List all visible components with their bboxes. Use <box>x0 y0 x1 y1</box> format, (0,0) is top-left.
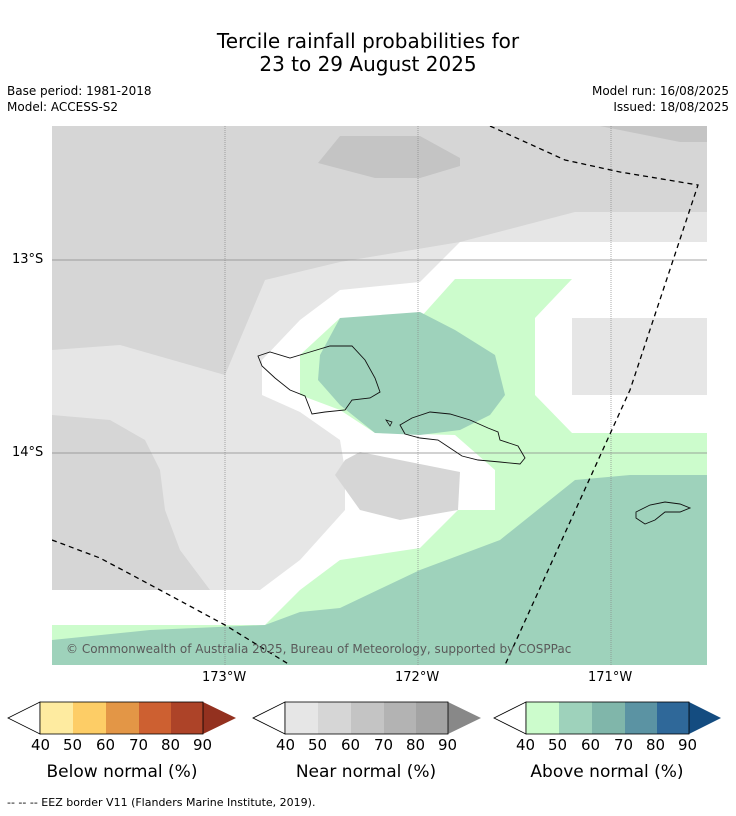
map-title: Tercile rainfall probabilities for 23 to… <box>0 30 736 76</box>
below-tick-60: 60 <box>96 736 116 754</box>
near-normal-50-south <box>335 452 460 520</box>
lon-tick-171w: 171°W <box>588 670 633 685</box>
above-tick-70: 70 <box>614 736 634 754</box>
below-swatch-4 <box>139 702 171 734</box>
colorbar-above <box>493 701 721 735</box>
near-normal-60-patch-ne <box>555 126 707 142</box>
above-tick-90: 90 <box>678 736 698 754</box>
lat-tick-14s: 14°S <box>12 445 44 460</box>
small-island <box>385 419 393 427</box>
near-normal-50-west <box>52 415 210 590</box>
white-gap-sw <box>52 600 270 625</box>
below-tick-40: 40 <box>31 736 51 754</box>
near-swatch-5 <box>416 702 448 734</box>
near-swatch-1 <box>285 702 318 734</box>
title-line-2: 23 to 29 August 2025 <box>259 52 477 76</box>
above-normal-50-south <box>52 475 707 665</box>
upolu-island <box>399 411 526 465</box>
issued-text: Issued: 18/08/2025 <box>613 100 729 114</box>
above-swatch-3 <box>592 702 625 734</box>
near-arrow-right <box>448 702 481 734</box>
eez-footnote: -- -- -- EEZ border V11 (Flanders Marine… <box>7 796 316 809</box>
below-tick-70: 70 <box>129 736 149 754</box>
near-tick-50: 50 <box>308 736 328 754</box>
eez-border-west <box>52 539 291 665</box>
near-swatch-3 <box>351 702 384 734</box>
lon-tick-172w: 172°W <box>395 670 440 685</box>
lat-tick-13s: 13°S <box>12 252 44 267</box>
colorbar-below <box>7 701 236 735</box>
below-tick-80: 80 <box>161 736 181 754</box>
near-tick-60: 60 <box>341 736 361 754</box>
model-run-text: Model run: 16/08/2025 <box>591 84 729 98</box>
below-swatch-2 <box>73 702 106 734</box>
above-tick-40: 40 <box>516 736 536 754</box>
below-swatch-3 <box>106 702 139 734</box>
near-arrow-left <box>252 701 286 735</box>
above-normal-label: Above normal (%) <box>530 762 684 782</box>
near-normal-60-patch-n <box>318 136 460 178</box>
below-tick-90: 90 <box>193 736 213 754</box>
near-normal-40-east <box>572 318 707 395</box>
near-normal-label: Near normal (%) <box>295 762 437 782</box>
above-frame <box>525 701 690 735</box>
tutuila-island <box>635 501 692 525</box>
above-normal-50-islands <box>318 312 505 435</box>
title-line-1: Tercile rainfall probabilities for <box>216 29 520 53</box>
graticule <box>52 126 707 665</box>
above-tick-50: 50 <box>548 736 568 754</box>
near-tick-40: 40 <box>276 736 296 754</box>
above-tick-80: 80 <box>646 736 666 754</box>
above-swatch-2 <box>559 702 592 734</box>
below-tick-50: 50 <box>63 736 83 754</box>
below-arrow-right <box>203 702 236 734</box>
model-text: Model: ACCESS-S2 <box>7 100 119 114</box>
near-tick-80: 80 <box>406 736 426 754</box>
meta-left: Base period: 1981-2018 Model: ACCESS-S2 <box>7 83 152 115</box>
above-swatch-5 <box>657 702 689 734</box>
base-period-text: Base period: 1981-2018 <box>7 84 152 98</box>
savaii-island <box>257 345 381 415</box>
below-arrow-left <box>7 701 41 735</box>
near-tick-70: 70 <box>374 736 394 754</box>
near-tick-90: 90 <box>438 736 458 754</box>
lon-tick-173w: 173°W <box>202 670 247 685</box>
near-swatch-2 <box>318 702 351 734</box>
below-frame <box>39 701 204 735</box>
probability-field: © Commonwealth of Australia 2025, Bureau… <box>52 126 707 665</box>
below-swatch-1 <box>40 702 73 734</box>
above-arrow-left <box>493 701 527 735</box>
above-swatch-1 <box>526 702 559 734</box>
below-normal-label: Below normal (%) <box>46 762 198 782</box>
below-swatch-5 <box>171 702 203 734</box>
above-arrow-right <box>689 702 721 734</box>
above-swatch-4 <box>625 702 657 734</box>
above-tick-60: 60 <box>581 736 601 754</box>
near-swatch-4 <box>384 702 416 734</box>
near-frame <box>284 701 449 735</box>
meta-right: Model run: 16/08/2025 Issued: 18/08/2025 <box>592 83 729 115</box>
copyright-text: © Commonwealth of Australia 2025, Bureau… <box>66 642 571 656</box>
colorbar-near <box>252 701 481 735</box>
